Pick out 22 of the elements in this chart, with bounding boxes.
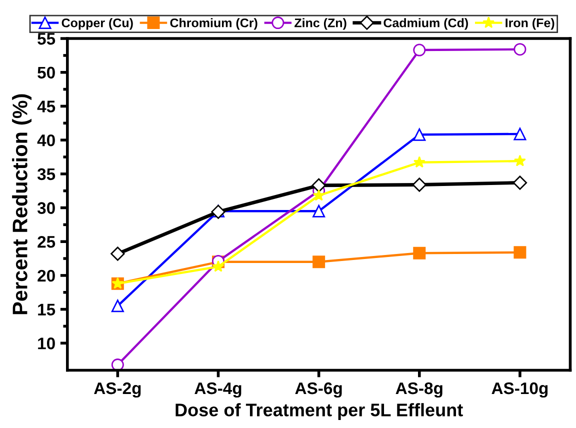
- y-tick-label: 20: [38, 270, 55, 282]
- x-tick-label: AS-10g: [492, 382, 548, 398]
- y-tick-label: 45: [37, 100, 56, 112]
- x-tick-label: AS-6g: [295, 382, 342, 398]
- y-tick-label: 30: [37, 202, 55, 214]
- y-tick-label: 25: [38, 236, 56, 248]
- legend-label: Cadmium (Cd): [384, 18, 468, 30]
- y-tick-label: 40: [37, 134, 55, 146]
- y-tick-label: 35: [37, 168, 56, 180]
- y-tick-label: 50: [38, 66, 55, 79]
- x-tick-label: AS-4g: [194, 382, 242, 398]
- legend-label: Zinc (Zn): [294, 18, 346, 30]
- y-axis-title: Percent Reduction (%): [12, 94, 32, 314]
- x-tick-label: AS-2g: [94, 382, 141, 398]
- legend-label: Iron (Fe): [506, 18, 554, 30]
- x-axis-title: Dose of Treatment per 5L Effleunt: [176, 403, 463, 420]
- y-tick-label: 55: [38, 33, 56, 45]
- legend-label: Copper (Cu): [62, 18, 133, 30]
- y-tick-label: 15: [38, 304, 56, 316]
- x-tick-label: AS-8g: [396, 382, 442, 398]
- y-tick-label: 10: [38, 338, 55, 350]
- legend-label: Chromium (Cr): [170, 18, 258, 30]
